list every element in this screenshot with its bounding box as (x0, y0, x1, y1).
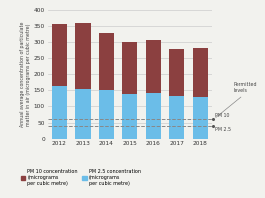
Text: Permitted
levels: Permitted levels (216, 82, 257, 118)
Bar (146, 40, 161, 139)
Text: PM 10: PM 10 (215, 113, 230, 118)
Bar (193, 48, 208, 139)
Bar (146, 93, 161, 139)
Bar (52, 86, 67, 139)
Bar (169, 96, 184, 139)
Bar (169, 49, 184, 139)
Bar (193, 97, 208, 139)
Bar (122, 94, 138, 139)
Bar (75, 89, 91, 139)
Bar (99, 33, 114, 139)
Bar (52, 24, 67, 139)
Legend: PM 10 concentration
(micrograms
per cubic metre), PM 2.5 concentration
(microgra: PM 10 concentration (micrograms per cubi… (21, 169, 140, 186)
Bar (75, 23, 91, 139)
Bar (99, 90, 114, 139)
Y-axis label: Annual average concentration of particulate
matter in air (micrograms per cubic : Annual average concentration of particul… (20, 22, 31, 127)
Text: PM 2.5: PM 2.5 (215, 127, 231, 132)
Bar (122, 42, 138, 139)
